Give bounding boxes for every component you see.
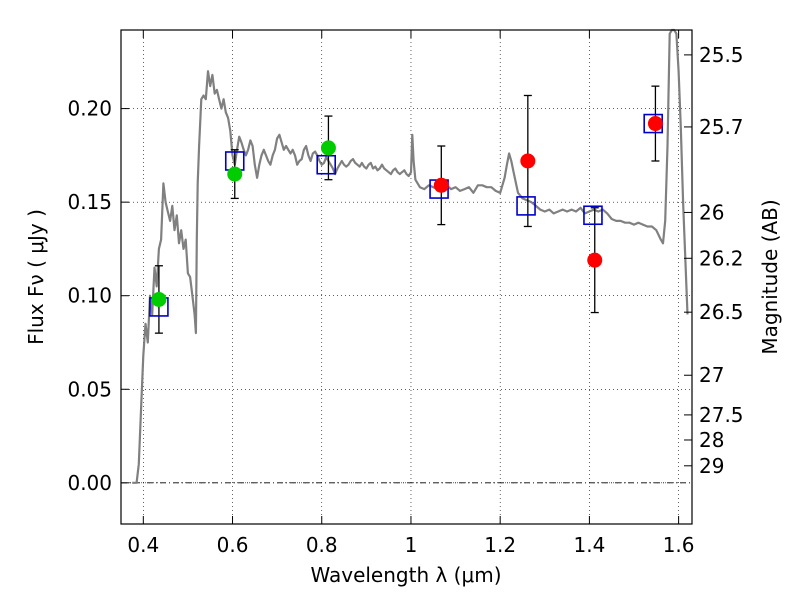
plot-frame: [120, 29, 693, 525]
y-tick-label-right: 26.2: [699, 246, 744, 270]
y-tick-label-right: 25.5: [699, 43, 744, 67]
y-tick-label-right: 28: [699, 428, 724, 452]
plot-background: [121, 30, 692, 524]
x-tick-label: 1.6: [663, 533, 695, 557]
red-data-point: [647, 116, 663, 132]
y-tick-label-right: 25.7: [699, 115, 744, 139]
y-tick-label-right: 27: [699, 363, 724, 387]
model-square-marker: [516, 196, 536, 216]
points-layer: [149, 85, 663, 334]
green-data-point: [227, 166, 243, 182]
y-tick-label-right: 29: [699, 454, 724, 478]
y-axis-label-left: Flux Fν ( μJy ): [24, 209, 48, 345]
x-tick-label: 1.4: [573, 533, 605, 557]
red-data-point: [433, 177, 449, 193]
x-axis-label: Wavelength λ (μm): [310, 563, 501, 587]
x-tick-label: 1: [405, 533, 418, 557]
x-tick-label: 0.4: [127, 533, 159, 557]
model-spectrum-layer: [132, 28, 689, 484]
y-axis-label-right: Magnitude (AB): [758, 199, 782, 354]
ticks-layer: 0.4 0.6 0.8 1 1.2 1.4 1.6 0.00 0.05 0.10 0.15 0.20 2…: [67, 30, 744, 557]
y-tick-label-right: 27.5: [699, 403, 744, 427]
y-tick-label-right: 26: [699, 200, 724, 224]
model-square-marker: [316, 154, 337, 175]
x-tick-label: 0.8: [306, 533, 338, 557]
red-data-point: [520, 153, 536, 169]
red-data-point: [587, 252, 603, 268]
model-square-marker: [583, 205, 603, 226]
x-tick-label: 1.2: [484, 533, 516, 557]
y-tick-label-left: 0.05: [67, 377, 112, 401]
green-data-point: [151, 291, 167, 307]
y-tick-label-left: 0.10: [67, 284, 112, 308]
y-tick-label-left: 0.15: [67, 190, 112, 214]
y-tick-label-left: 0.00: [67, 471, 112, 495]
green-data-point: [320, 140, 336, 156]
y-tick-label-left: 0.20: [67, 97, 112, 121]
x-tick-label: 0.6: [217, 533, 249, 557]
model-spectrum-line: [132, 28, 689, 484]
y-tick-label-right: 26.5: [699, 300, 744, 324]
